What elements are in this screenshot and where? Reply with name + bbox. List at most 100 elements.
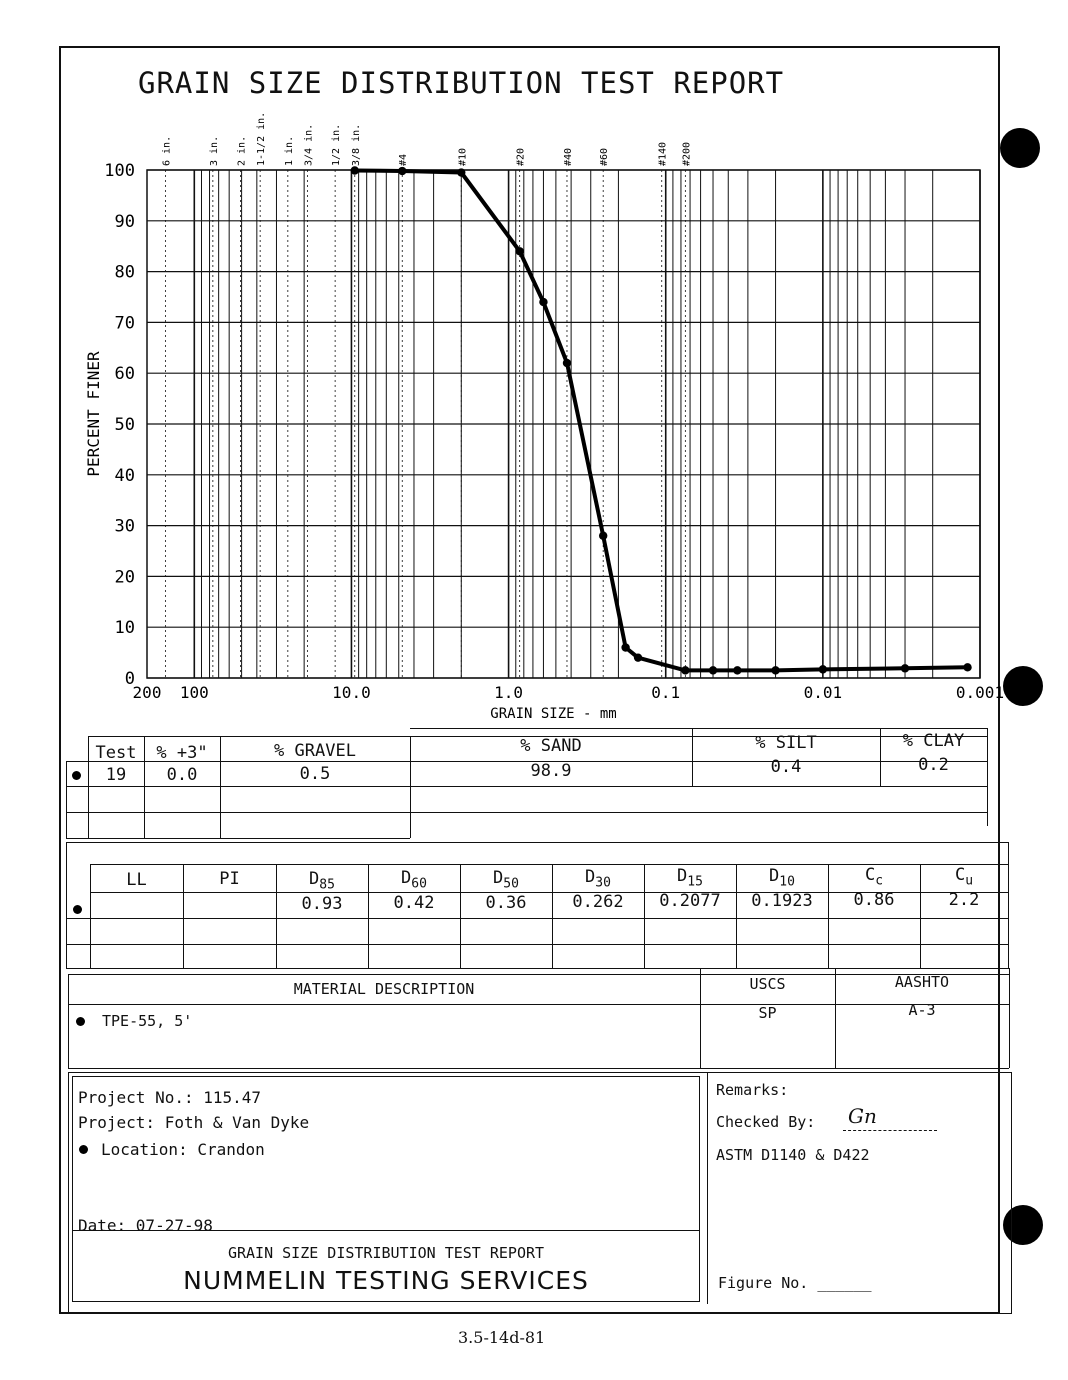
data-point xyxy=(398,166,407,176)
sieve-label: #40 xyxy=(563,148,574,166)
param-header: D10 xyxy=(736,866,828,889)
project-name: Project: Foth & Van Dyke xyxy=(78,1113,310,1132)
location-bullet xyxy=(79,1145,88,1154)
sieve-label: #4 xyxy=(398,154,409,166)
param-header-subscript: 10 xyxy=(779,874,795,890)
param-header: D50 xyxy=(460,868,552,891)
param-header: PI xyxy=(183,869,276,889)
param-header: D15 xyxy=(644,866,736,889)
material-header: MATERIAL DESCRIPTION xyxy=(293,980,475,998)
y-tick-label: 70 xyxy=(115,313,135,333)
param-header-subscript: 60 xyxy=(411,876,427,892)
aashto-value: A-3 xyxy=(908,1001,936,1019)
sieve-label: 2 in. xyxy=(237,136,248,166)
checked-by-label: Checked By: xyxy=(716,1113,816,1131)
param-header-symbol: C xyxy=(864,865,876,886)
param-header: D85 xyxy=(276,869,368,892)
y-tick-label: 100 xyxy=(104,161,135,181)
sieve-label: #60 xyxy=(599,148,610,166)
param-header: Cc xyxy=(828,865,920,888)
data-point xyxy=(733,666,742,675)
sieve-label: 1-1/2 in. xyxy=(256,112,267,166)
sieve-label: 3/4 in. xyxy=(303,124,314,166)
value-test: 19 xyxy=(105,765,127,785)
param-header-symbol: D xyxy=(309,868,320,889)
param-header-symbol: D xyxy=(493,867,504,888)
value-silt: 0.4 xyxy=(770,757,802,777)
param-header-subscript: 30 xyxy=(595,875,611,891)
data-point xyxy=(818,665,828,674)
param-value: 0.93 xyxy=(301,893,343,914)
param-value: 0.262 xyxy=(572,892,624,912)
param-value: 0.86 xyxy=(853,890,895,911)
header-test: Test xyxy=(95,743,137,763)
data-point xyxy=(621,643,630,652)
report-title: GRAIN SIZE DISTRIBUTION TEST REPORT xyxy=(138,66,785,100)
sieve-label: #20 xyxy=(516,148,527,166)
sieve-label: 3/8 in. xyxy=(351,124,362,166)
param-header: Cu xyxy=(920,865,1008,888)
data-point xyxy=(350,166,359,175)
param-value: 0.42 xyxy=(393,893,435,914)
data-point xyxy=(963,663,972,672)
data-point xyxy=(708,666,718,675)
sieve-label: #10 xyxy=(457,148,468,166)
param-value: 0.2077 xyxy=(659,891,721,912)
y-tick-label: 90 xyxy=(115,212,135,232)
material-bullet xyxy=(76,1017,85,1026)
y-tick-label: 40 xyxy=(115,466,135,486)
x-tick-label: 0.01 xyxy=(804,683,843,702)
uscs-value: SP xyxy=(758,1004,777,1022)
project-date: Date: 07-27-98 xyxy=(78,1216,213,1235)
x-tick-label: 100 xyxy=(180,683,209,702)
x-tick-label: 0.001 xyxy=(956,683,1004,702)
data-point xyxy=(457,168,466,177)
param-header-symbol: D xyxy=(677,866,688,887)
header-clay: % CLAY xyxy=(902,731,965,751)
param-header-subscript: u xyxy=(965,872,974,888)
y-tick-label: 30 xyxy=(115,517,135,537)
value-gravel: 0.5 xyxy=(299,764,331,784)
checked-by-initials: Gn xyxy=(848,1104,877,1128)
company-name: NUMMELIN TESTING SERVICES xyxy=(183,1266,589,1295)
param-header-subscript: 85 xyxy=(319,877,335,893)
data-point xyxy=(681,666,690,675)
page-code: 3.5-14d-81 xyxy=(458,1328,546,1347)
x-tick-label: 200 xyxy=(133,683,162,702)
row-bullet xyxy=(72,771,81,780)
y-tick-label: 80 xyxy=(115,263,135,283)
data-point xyxy=(539,297,548,307)
data-point xyxy=(598,531,608,540)
punch-hole-bottom xyxy=(1003,1205,1043,1245)
param-header-symbol: C xyxy=(954,864,966,885)
data-point xyxy=(633,653,643,662)
data-point xyxy=(900,664,910,673)
data-point xyxy=(515,247,524,256)
gradation-curve xyxy=(354,168,968,673)
y-axis-title: PERCENT FINER xyxy=(84,351,103,477)
param-header: LL xyxy=(90,870,183,890)
param-header-symbol: D xyxy=(769,865,780,886)
project-location: Location: Crandon xyxy=(101,1140,265,1159)
param-header-subscript: 15 xyxy=(687,874,703,890)
param-header: D60 xyxy=(368,868,460,891)
header-silt: % SILT xyxy=(755,733,817,753)
param-value: 0.1923 xyxy=(751,890,813,911)
y-tick-label: 10 xyxy=(115,618,135,638)
value-plus3: 0.0 xyxy=(166,765,198,785)
punch-hole-middle xyxy=(1003,666,1043,706)
footer-title: GRAIN SIZE DISTRIBUTION TEST REPORT xyxy=(227,1244,545,1262)
y-tick-label: 60 xyxy=(115,364,135,384)
sieve-label: 1 in. xyxy=(284,136,295,166)
param-header-symbol: LL xyxy=(126,870,147,890)
sieve-label: 6 in. xyxy=(162,136,173,166)
header-plus3: % +3" xyxy=(156,743,208,763)
material-description: TPE-55, 5' xyxy=(102,1012,193,1030)
param-header-symbol: D xyxy=(585,867,596,887)
data-point xyxy=(562,358,572,368)
y-tick-label: 20 xyxy=(115,567,135,587)
param-value: 2.2 xyxy=(948,889,980,910)
y-tick-label: 50 xyxy=(115,415,135,435)
param-header-subscript: 50 xyxy=(503,875,519,891)
